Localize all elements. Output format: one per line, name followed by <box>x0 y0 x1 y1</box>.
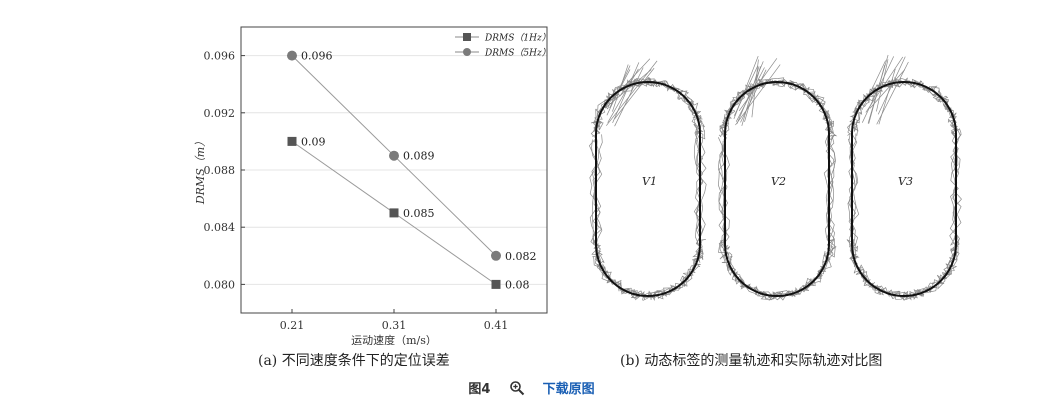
track-label-1: V2 <box>771 175 786 188</box>
point-s1-1 <box>389 150 399 161</box>
measured-spike-2-6 <box>861 60 886 111</box>
measured-trace-1-1 <box>721 79 833 299</box>
chart-b-trajectory-comparison: V1 V2 V3 <box>588 54 962 301</box>
measured-spike-0-7 <box>606 60 658 126</box>
legend-marker-0 <box>463 33 471 41</box>
measured-trace-0-1 <box>591 77 704 301</box>
x-tick-label-1: 0.31 <box>382 319 407 332</box>
measured-spike-1-7 <box>744 66 761 122</box>
measured-spike-2-7 <box>876 59 889 112</box>
magnifier-plus-icon[interactable] <box>509 380 525 396</box>
point-s0-0 <box>287 136 297 146</box>
measured-trace-2-2 <box>847 77 962 301</box>
download-original-link[interactable]: 下载原图 <box>542 382 595 397</box>
actual-track-1 <box>724 80 830 298</box>
data-label-s1-0: 0.096 <box>301 50 333 63</box>
y-tick-label-2: 0.088 <box>204 164 236 177</box>
measured-trace-0-3 <box>588 79 707 300</box>
data-label-s0-0: 0.09 <box>301 135 326 148</box>
y-tick-label-3: 0.092 <box>204 107 236 120</box>
data-label-s0-1: 0.085 <box>403 207 435 220</box>
measured-spike-1-5 <box>735 64 781 126</box>
measured-trace-2-0 <box>846 80 962 301</box>
measured-spike-0-5 <box>612 62 640 124</box>
caption-a: (a) 不同速度条件下的定位误差 <box>258 353 450 369</box>
measured-spike-0-1 <box>607 68 639 123</box>
legend-label-1: DRMS（5Hz） <box>484 48 551 59</box>
measured-spike-0-2 <box>604 58 651 108</box>
data-label-s1-1: 0.089 <box>403 150 435 163</box>
point-s0-1 <box>389 208 399 218</box>
point-s1-0 <box>287 50 297 61</box>
measured-trace-1-3 <box>719 78 835 301</box>
legend-marker-1 <box>463 48 471 56</box>
measured-spike-2-5 <box>869 69 906 109</box>
figure-label: 图4 <box>468 382 491 397</box>
figure-footer: 图4 下载原图 <box>0 378 1063 397</box>
y-tick-label-0: 0.080 <box>204 278 236 291</box>
x-tick-label-2: 0.41 <box>484 319 509 332</box>
data-label-s1-2: 0.082 <box>505 250 537 263</box>
measured-spike-2-0 <box>865 56 904 113</box>
x-tick-label-0: 0.21 <box>280 319 305 332</box>
legend-label-0: DRMS（1Hz） <box>484 33 551 44</box>
actual-track-2 <box>851 80 957 298</box>
measured-spike-1-1 <box>741 66 760 126</box>
chart-a-drms-vs-speed: 0.080 0.084 0.088 0.092 0.096 0.21 0.31 0.41 运动速… <box>194 26 551 345</box>
measured-spike-0-3 <box>604 69 652 109</box>
point-s1-2 <box>491 250 501 261</box>
track-label-0: V1 <box>642 175 657 188</box>
y-tick-label-1: 0.084 <box>204 221 236 234</box>
track-label-2: V3 <box>898 175 913 188</box>
measured-spike-1-6 <box>733 65 759 116</box>
x-axis-label: 运动速度（m/s） <box>351 333 437 345</box>
measured-trace-2-4 <box>848 78 960 301</box>
measured-spike-1-8 <box>735 67 765 122</box>
measured-spike-2-4 <box>877 56 906 115</box>
measured-trace-1-4 <box>720 77 834 301</box>
point-s0-2 <box>491 279 501 289</box>
measured-trace-0-2 <box>593 78 702 301</box>
measured-spike-2-9 <box>878 68 896 125</box>
data-label-s0-2: 0.08 <box>505 278 530 291</box>
caption-b: (b) 动态标签的测量轨迹和实际轨迹对比图 <box>620 353 883 369</box>
measured-spike-1-9 <box>751 59 759 118</box>
actual-track-0 <box>595 80 701 298</box>
measured-trace-2-3 <box>848 77 960 300</box>
measured-spike-0-9 <box>614 67 655 120</box>
measured-trace-0-0 <box>592 77 704 301</box>
y-axis-label: DRMS（m） <box>194 136 207 205</box>
measured-spike-1-3 <box>740 69 767 123</box>
y-tick-label-4: 0.096 <box>204 50 236 63</box>
measured-spike-2-3 <box>868 64 886 124</box>
